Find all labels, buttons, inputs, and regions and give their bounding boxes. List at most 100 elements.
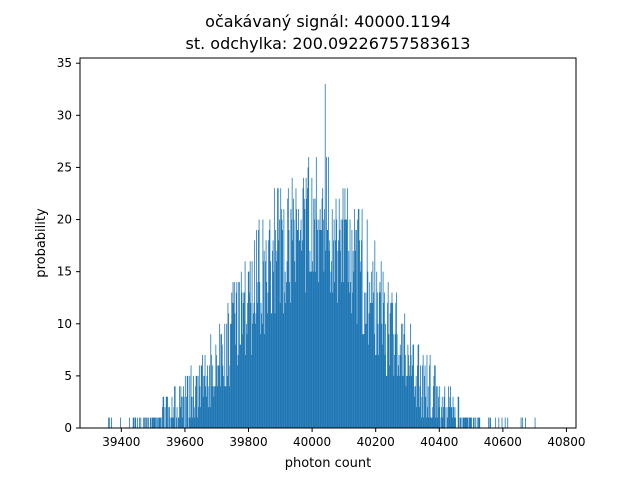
histogram-bar <box>460 417 462 428</box>
histogram-bar <box>429 355 431 428</box>
histogram-bar <box>417 365 418 428</box>
histogram-bar <box>111 417 112 428</box>
histogram-bar <box>303 177 304 428</box>
y-axis-label: probability <box>34 208 49 278</box>
histogram-bar <box>449 396 451 428</box>
histogram-bar <box>321 198 323 428</box>
histogram-bar <box>153 417 154 428</box>
histogram-bar <box>464 417 466 428</box>
histogram-bar <box>142 417 144 428</box>
x-axis-label: photon count <box>285 456 372 471</box>
histogram-bar <box>431 417 432 428</box>
histogram-bar <box>432 386 434 428</box>
histogram-bar <box>235 344 236 428</box>
histogram-bar <box>191 396 193 428</box>
histogram-bar <box>345 219 346 428</box>
histogram-bar <box>226 323 228 428</box>
histogram-bar <box>140 417 142 428</box>
histogram-bar <box>342 188 344 428</box>
histogram-bar <box>294 261 296 428</box>
histogram-bar <box>452 417 453 428</box>
histogram-bar <box>308 157 310 428</box>
histogram-bar <box>409 375 411 428</box>
histogram-bar <box>280 209 282 428</box>
histogram-bar <box>322 219 324 428</box>
histogram-bar <box>434 365 435 428</box>
histogram-bar <box>372 261 374 428</box>
histogram-bar <box>489 417 491 428</box>
histogram-bar <box>109 417 111 428</box>
histogram-bar <box>268 240 270 428</box>
histogram-bar <box>293 198 294 428</box>
histogram-bar <box>458 396 460 428</box>
histogram-bar <box>348 292 350 428</box>
histogram-bar <box>312 271 314 428</box>
histogram-bar <box>146 417 147 428</box>
bars-group <box>107 84 536 428</box>
histogram-bar <box>478 417 480 428</box>
histogram-bar <box>144 417 146 428</box>
histogram-bar <box>191 417 193 428</box>
histogram-bar <box>283 209 285 428</box>
histogram-bar <box>340 219 342 428</box>
histogram-bar <box>351 229 353 428</box>
histogram-bar <box>205 396 207 428</box>
histogram-bar <box>151 417 153 428</box>
histogram-bar <box>259 282 261 428</box>
histogram-bar <box>228 386 230 428</box>
histogram-bar <box>314 198 316 428</box>
histogram-bar <box>444 386 446 428</box>
histogram-bar <box>196 375 198 428</box>
histogram-bar <box>162 407 163 428</box>
histogram-bar <box>387 282 389 428</box>
histogram-bar <box>245 355 247 428</box>
histogram-bar <box>439 386 441 428</box>
histogram-bar <box>476 417 478 428</box>
histogram-bar <box>287 198 289 428</box>
histogram-bar <box>454 407 456 428</box>
histogram-bar <box>252 323 254 428</box>
histogram-bar <box>223 375 224 428</box>
histogram-bar <box>200 365 202 428</box>
histogram-bar <box>435 417 437 428</box>
x-tick-label: 40000 <box>293 435 331 449</box>
histogram-bar <box>291 177 293 428</box>
histogram-bar <box>357 219 359 428</box>
histogram-bar <box>162 396 164 428</box>
histogram-bar <box>369 282 371 428</box>
histogram-bar <box>399 344 401 428</box>
histogram-bar <box>271 313 273 428</box>
histogram-bar <box>222 365 224 428</box>
histogram-bar <box>274 313 276 428</box>
histogram-bar <box>415 386 416 428</box>
histogram-bar <box>331 209 333 428</box>
histogram-bar <box>247 302 249 428</box>
histogram-bar <box>233 302 235 428</box>
histogram-bar <box>214 386 216 428</box>
histogram-bar <box>275 261 277 428</box>
histogram-bar <box>194 417 196 428</box>
histogram-bar <box>128 417 130 428</box>
histogram-bar <box>350 313 352 428</box>
histogram-bar <box>154 417 156 428</box>
histogram-bar <box>422 355 424 428</box>
histogram-bar <box>174 386 176 428</box>
histogram-bar <box>273 271 275 428</box>
histogram-bar <box>350 282 352 428</box>
histogram-bar <box>441 396 443 428</box>
histogram-bar <box>325 250 327 428</box>
histogram-bar <box>430 417 432 428</box>
histogram-bar <box>186 396 187 428</box>
histogram-bar <box>139 417 140 428</box>
histogram-bar <box>160 417 161 428</box>
histogram-bar <box>224 386 226 428</box>
histogram-bar <box>353 271 355 428</box>
histogram-bar <box>219 386 221 428</box>
histogram-bar <box>379 282 381 428</box>
histogram-bar <box>213 396 215 428</box>
histogram-bar <box>343 282 345 428</box>
histogram-bar <box>304 209 306 428</box>
histogram-bar <box>385 323 387 428</box>
histogram-bar <box>311 177 313 428</box>
